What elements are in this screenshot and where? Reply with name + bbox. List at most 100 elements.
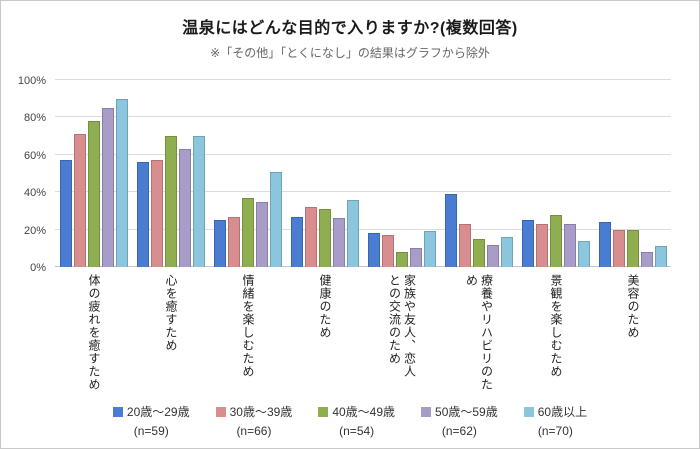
- bar-30歳〜39歳-4: [304, 207, 317, 267]
- bar-20歳〜29歳-6: [444, 194, 457, 267]
- x-label-slot-4: 健康のため: [286, 267, 363, 401]
- bar-group-4: [286, 80, 363, 267]
- bar-40歳〜49歳-1: [87, 121, 100, 267]
- bar-60歳以上-8: [654, 246, 667, 267]
- x-label-2: 心を癒すため: [164, 274, 178, 352]
- bar-40歳〜49歳-5: [395, 252, 408, 267]
- x-label-6: 療養やリハビリのため: [464, 274, 494, 391]
- legend-swatch-icon: [215, 406, 226, 417]
- bar-group-1: [55, 80, 132, 267]
- bar-30歳〜39歳-3: [227, 216, 240, 267]
- bar-60歳以上-4: [346, 199, 359, 267]
- legend-item-3: 40歳〜49歳 (n=54): [318, 403, 395, 438]
- bar-30歳〜39歳-7: [535, 224, 548, 267]
- bar-30歳〜39歳-5: [381, 235, 394, 267]
- x-label-1: 体の疲れを癒すため: [87, 274, 101, 391]
- legend-item-top: 30歳〜39歳: [215, 403, 293, 420]
- chart-body: 0% 20% 40% 60% 80% 100%: [1, 75, 671, 274]
- bar-60歳以上-6: [500, 237, 513, 267]
- bar-40歳〜49歳-2: [164, 136, 177, 267]
- y-tick-label-0: 0%: [30, 262, 46, 274]
- y-tick-label-20: 20%: [23, 224, 46, 237]
- bar-group-6: [440, 80, 517, 267]
- bar-series-container: [55, 80, 671, 267]
- legend-item-top: 50歳〜59歳: [421, 403, 498, 420]
- chart-title: 温泉にはどんな目的で入りますか?(複数回答): [182, 20, 518, 37]
- y-tick-label-60: 60%: [23, 149, 46, 162]
- gridline-20: [55, 228, 671, 230]
- bar-40歳〜49歳-3: [241, 197, 254, 267]
- legend-item-top: 20歳〜29歳: [112, 403, 190, 420]
- x-label-4: 健康のため: [318, 274, 332, 339]
- plot-area: [55, 79, 671, 267]
- bar-40歳〜49歳-7: [549, 214, 562, 267]
- x-label-slot-8: 美容のため: [594, 267, 671, 401]
- legend-n-label: (n=54): [339, 424, 375, 438]
- bar-20歳〜29歳-8: [598, 222, 611, 267]
- legend-label: 30歳〜39歳: [229, 405, 293, 419]
- gridline-60: [55, 153, 671, 155]
- y-tick-label-40: 40%: [23, 187, 46, 200]
- bar-group-3: [209, 80, 286, 267]
- legend-item-1: 20歳〜29歳 (n=59): [112, 403, 190, 438]
- bar-30歳〜39歳-8: [612, 229, 625, 267]
- legend-label: 40歳〜49歳: [332, 405, 396, 419]
- legend-item-4: 50歳〜59歳 (n=62): [421, 403, 498, 438]
- y-axis: 0% 20% 40% 60% 80% 100%: [1, 75, 55, 274]
- x-label-slot-2: 心を癒すため: [132, 267, 209, 401]
- legend-item-top: 40歳〜49歳: [318, 403, 395, 420]
- x-label-5: 家族や友人、恋人 との交流のため: [387, 274, 417, 378]
- x-label-3: 情緒を楽しむため: [241, 274, 255, 378]
- legend-swatch-icon: [318, 406, 329, 417]
- bar-60歳以上-2: [192, 136, 205, 267]
- legend-item-2: 30歳〜39歳 (n=66): [215, 403, 293, 438]
- bar-60歳以上-7: [577, 240, 590, 267]
- bar-60歳以上-3: [269, 171, 282, 267]
- bar-50歳〜59歳-3: [255, 201, 268, 267]
- legend-n-label: (n=66): [236, 424, 272, 438]
- x-label-slot-3: 情緒を楽しむため: [209, 267, 286, 401]
- bar-60歳以上-1: [115, 98, 128, 267]
- legend: 20歳〜29歳 (n=59) 30歳〜39歳 (n=66) 40歳〜49歳 (n=54) 5…: [1, 403, 699, 438]
- x-label-slot-7: 景観を楽しむため: [517, 267, 594, 401]
- gridline-80: [55, 116, 671, 118]
- gridline-40: [55, 191, 671, 193]
- legend-item-5: 60歳以上 (n=70): [523, 403, 588, 438]
- bar-50歳〜59歳-6: [486, 244, 499, 267]
- gridline-100: [55, 79, 671, 80]
- bar-20歳〜29歳-7: [521, 220, 534, 267]
- x-label-slot-5: 家族や友人、恋人 との交流のため: [363, 267, 440, 401]
- legend-n-label: (n=70): [537, 424, 573, 438]
- legend-n-label: (n=62): [441, 424, 477, 438]
- x-axis-labels: 体の疲れを癒すため 心を癒すため 情緒を楽しむため 健康のため 家族や友人、恋人 との交…: [55, 267, 671, 401]
- legend-swatch-icon: [112, 406, 123, 417]
- bar-50歳〜59歳-4: [332, 218, 345, 267]
- bar-40歳〜49歳-6: [472, 238, 485, 267]
- bar-50歳〜59歳-5: [409, 248, 422, 267]
- bar-40歳〜49歳-4: [318, 209, 331, 267]
- legend-label: 20歳〜29歳: [126, 405, 190, 419]
- legend-item-top: 60歳以上: [523, 403, 588, 420]
- bar-50歳〜59歳-2: [178, 149, 191, 267]
- bar-group-2: [132, 80, 209, 267]
- legend-swatch-icon: [523, 406, 534, 417]
- bar-30歳〜39歳-2: [150, 160, 163, 267]
- bar-20歳〜29歳-2: [136, 162, 149, 267]
- bar-20歳〜29歳-5: [367, 233, 380, 267]
- y-tick-label-100: 100%: [17, 75, 46, 87]
- bar-20歳〜29歳-1: [59, 160, 72, 267]
- x-label-slot-6: 療養やリハビリのため: [440, 267, 517, 401]
- bar-30歳〜39歳-1: [73, 134, 86, 267]
- legend-label: 60歳以上: [537, 405, 588, 419]
- bar-group-7: [517, 80, 594, 267]
- bar-60歳以上-5: [423, 231, 436, 267]
- bar-20歳〜29歳-4: [290, 216, 303, 267]
- x-label-slot-1: 体の疲れを癒すため: [55, 267, 132, 401]
- bar-50歳〜59歳-7: [563, 224, 576, 267]
- bar-group-8: [594, 80, 671, 267]
- bar-40歳〜49歳-8: [626, 229, 639, 267]
- bar-group-5: [363, 80, 440, 267]
- y-tick-label-80: 80%: [23, 112, 46, 125]
- bar-30歳〜39歳-6: [458, 224, 471, 267]
